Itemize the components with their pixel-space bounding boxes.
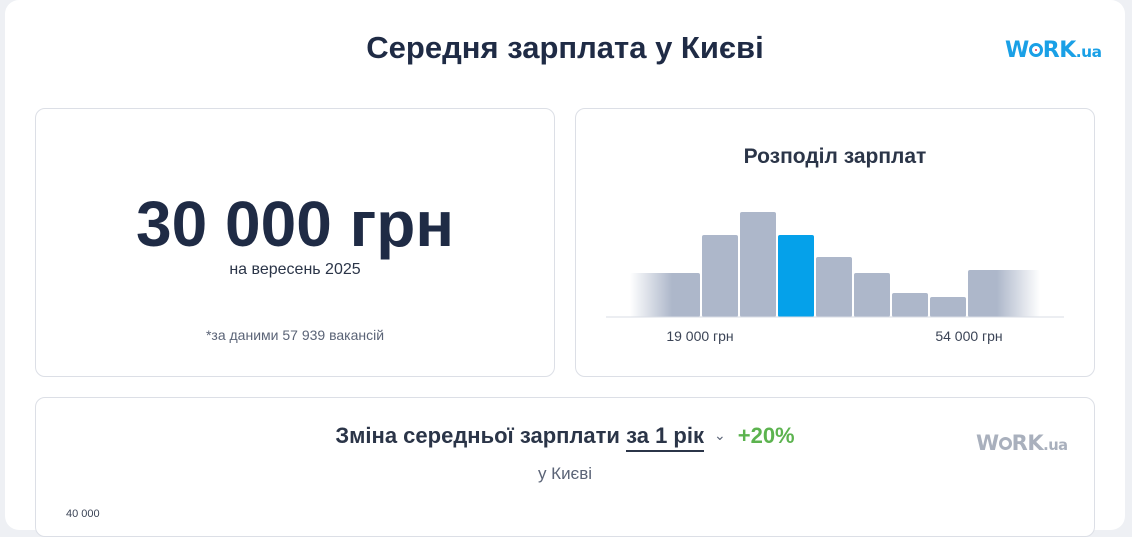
histogram-bar-2 (702, 235, 738, 317)
salary-distribution-card: Розподіл зарплат 19 000 грн 54 000 грн (575, 108, 1095, 377)
salary-change-heading: Зміна середньої зарплати за 1 рік ⌄ +20% (36, 423, 1094, 452)
salary-change-card: Зміна середньої зарплати за 1 рік ⌄ +20% у… (35, 397, 1095, 537)
average-salary-card: 30 000 грн на вересень 2025 *за даними 5… (35, 108, 555, 377)
salary-change-percent: +20% (737, 423, 795, 448)
histogram-bar-4 (778, 235, 814, 317)
histogram-bar-8 (930, 297, 966, 317)
work-ua-logo[interactable]: W RK.ua (1005, 38, 1102, 63)
histogram-bar-7 (892, 293, 928, 317)
histogram-bar-9 (968, 270, 1040, 317)
vacancies-footnote: *за даними 57 939 вакансій (205, 327, 385, 343)
distribution-title: Розподіл зарплат (743, 145, 927, 168)
salary-period: на вересень 2025 (229, 261, 361, 278)
logo-o-gray-icon (998, 437, 1012, 450)
work-ua-logo-gray: W RK.ua (976, 431, 1068, 455)
period-select-dropdown[interactable]: за 1 рік (626, 423, 704, 452)
page-title: Середня зарплата у Києві (366, 30, 764, 65)
histogram-tick-label-max: 54 000 грн (935, 328, 1002, 344)
histogram-bar-1 (630, 273, 700, 317)
histogram-bar-6 (854, 273, 890, 317)
chevron-down-icon[interactable]: ⌄ (714, 427, 726, 443)
logo-o-icon (1028, 43, 1043, 57)
distribution-histogram: 19 000 грн 54 000 грн (606, 212, 1064, 344)
page-container: Середня зарплата у Києві W RK.ua 30 000 г… (5, 0, 1125, 537)
histogram-bar-3 (740, 212, 776, 317)
salary-change-city: у Києві (537, 464, 593, 483)
salary-change-title: Зміна середньої зарплати (335, 423, 620, 448)
average-salary-value: 30 000 грн (136, 188, 454, 260)
histogram-bar-5 (816, 257, 852, 317)
histogram-tick-label-min: 19 000 грн (666, 328, 733, 344)
change-chart-y-tick: 40 000 (66, 508, 100, 520)
